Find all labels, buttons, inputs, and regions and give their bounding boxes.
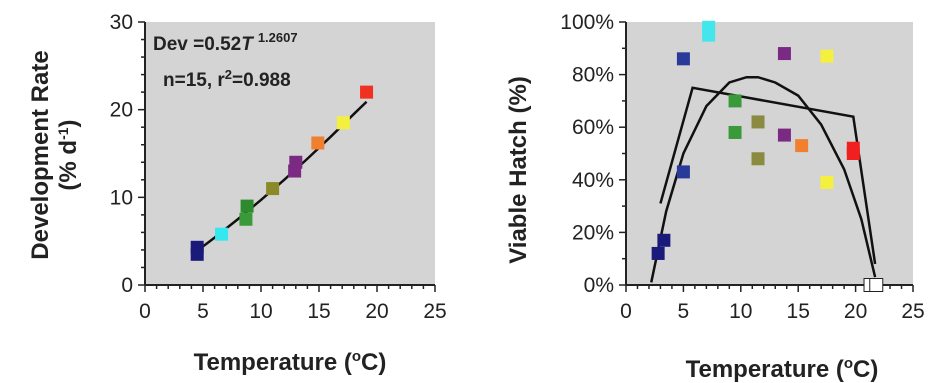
right-data-points <box>651 20 884 292</box>
right-y-axis-title: Viable Hatch (%) <box>505 76 532 264</box>
data-point <box>266 182 280 196</box>
left-data-points <box>190 85 374 261</box>
x-tick-label: 5 <box>197 300 209 323</box>
data-point <box>239 212 253 226</box>
data-point <box>777 128 791 142</box>
x-tick-label: 25 <box>423 300 446 323</box>
x-tick-label: 5 <box>678 300 690 323</box>
data-point <box>311 136 325 150</box>
data-point <box>215 227 229 241</box>
y-tick-label: 20 <box>110 99 133 122</box>
left-plot-area <box>145 22 435 285</box>
x-tick-label: 20 <box>844 300 867 323</box>
data-point <box>751 115 765 129</box>
data-point <box>289 155 303 169</box>
x-tick-label: 10 <box>249 300 272 323</box>
data-point <box>676 52 690 66</box>
left-chart: 0 5 10 15 20 25 0 10 20 30 Dev =0.52T 1.2607 n=15,… <box>27 11 447 376</box>
left-y-axis-title-line2: (% d-1) <box>55 119 82 190</box>
left-axis-ticks: 0 5 10 15 20 25 0 10 20 30 <box>110 11 447 323</box>
left-y-axis-title-line1: Development Rate <box>27 50 54 259</box>
data-point <box>869 278 884 292</box>
data-point <box>795 139 809 153</box>
right-fit-parabola <box>650 75 877 283</box>
x-tick-label: 25 <box>901 300 924 323</box>
y-tick-label: 10 <box>110 186 133 209</box>
data-point <box>777 47 791 61</box>
left-annotation-stats: n=15, r2=0.988 <box>163 67 291 91</box>
y-tick-label: 20% <box>572 221 614 244</box>
data-point <box>657 233 671 247</box>
y-tick-label: 80% <box>572 64 614 87</box>
x-tick-label: 15 <box>787 300 810 323</box>
data-point <box>846 141 860 155</box>
y-tick-label: 30 <box>110 11 133 34</box>
x-tick-label: 20 <box>365 300 388 323</box>
data-point <box>728 125 742 139</box>
y-tick-label: 0 <box>121 274 133 297</box>
data-point <box>820 49 834 63</box>
data-point <box>651 246 665 260</box>
data-point <box>728 94 742 108</box>
data-point <box>820 175 834 189</box>
data-point <box>360 85 374 99</box>
left-annotation-equation: Dev =0.52T 1.2607 <box>153 30 298 55</box>
data-point <box>240 199 254 213</box>
right-x-axis-title: Temperature (oC) <box>686 355 879 383</box>
data-point <box>751 152 765 166</box>
y-tick-label: 100% <box>560 11 614 34</box>
y-tick-label: 60% <box>572 116 614 139</box>
x-tick-label: 0 <box>139 300 151 323</box>
x-tick-label: 0 <box>620 300 632 323</box>
right-fit-polyline <box>659 86 877 265</box>
data-point <box>190 240 204 254</box>
data-point <box>336 116 350 130</box>
data-point <box>702 20 716 34</box>
data-point <box>676 165 690 179</box>
right-axis-ticks: 0 5 10 15 20 25 0% 20% 40% 60% 80% 100% <box>560 11 924 323</box>
left-x-axis-title: Temperature (oC) <box>194 348 387 376</box>
x-tick-label: 10 <box>729 300 752 323</box>
x-tick-label: 15 <box>307 300 330 323</box>
y-tick-label: 40% <box>572 169 614 192</box>
right-chart: 0 5 10 15 20 25 0% 20% 40% 60% 80% 100% Viable Hatc… <box>505 11 925 383</box>
y-tick-label: 0% <box>584 274 614 297</box>
